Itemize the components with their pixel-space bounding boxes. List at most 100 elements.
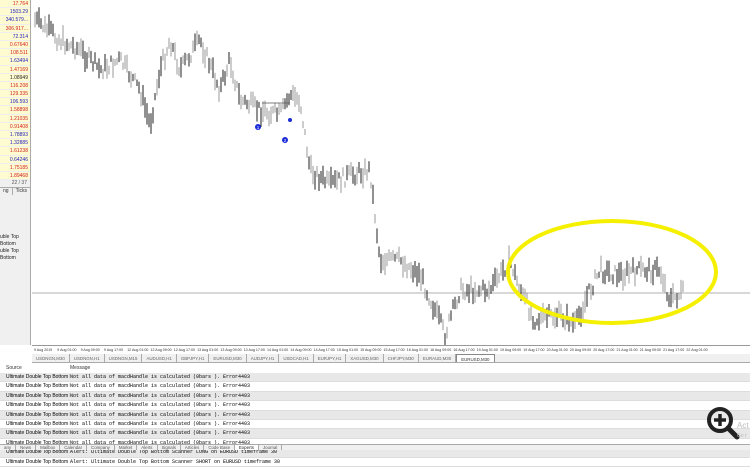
symbol-row[interactable]: 1.61238: [0, 147, 30, 156]
terminal-tabs: any News Mailbox Calendar Company Market Alert…: [0, 444, 750, 450]
pager[interactable]: 22 / 37: [11, 180, 27, 187]
symbol-row[interactable]: 0.67640: [0, 40, 30, 50]
terminal-tab[interactable]: Journal: [259, 445, 283, 450]
terminal-tab[interactable]: any: [0, 445, 17, 450]
symbol-row[interactable]: 1.89468: [0, 171, 30, 181]
terminal-tab[interactable]: Signals: [158, 445, 181, 450]
time-label: 19 Aug 17:00: [523, 348, 545, 352]
chart-tabs: USDNGN,M30 USDNGN,H1 USDNGN,M15 AUDUSD,H1 GB…: [32, 354, 750, 363]
log-message: Not all data of macdHandle is calculated…: [70, 383, 251, 390]
navigator-item[interactable]: uble Top Bottom: [0, 234, 19, 247]
chart-tab[interactable]: USDNGN,M15: [105, 354, 143, 362]
symbol-row[interactable]: 306.917...: [0, 24, 30, 33]
experts-log: Source Message Ultimate Double Top Botto…: [0, 364, 750, 467]
symbol-row[interactable]: 0.91408: [0, 122, 30, 131]
zoom-in-icon[interactable]: [706, 406, 740, 440]
pattern-marker: [255, 124, 261, 130]
price-chart[interactable]: 12: [32, 0, 750, 345]
terminal-tab[interactable]: Alerts: [137, 445, 158, 450]
time-label: 13 Aug 17:00: [243, 348, 265, 352]
chart-tab[interactable]: AUDUSD,H1: [142, 354, 177, 362]
chart-tab[interactable]: EURAUD,M30: [419, 354, 457, 362]
log-message: Alert: Ultimate Double Top Bottom Scanne…: [70, 458, 281, 465]
chart-tab[interactable]: AUDJPY,H1: [247, 354, 280, 362]
log-message: Not all data of macdHandle is calculated…: [70, 411, 251, 418]
log-row[interactable]: Ultimate Double Top Bottom R...Not all d…: [0, 420, 750, 430]
time-label: 12 Aug 09:00: [150, 348, 172, 352]
time-axis: 9 Aug 2019 9 Aug 01:00 9 Aug 09:00 9 Aug 17…: [32, 345, 750, 354]
time-label: 14 Aug 01:00: [267, 348, 289, 352]
symbol-row[interactable]: 108.511: [0, 49, 30, 58]
time-label: 20 Aug 09:00: [569, 348, 592, 352]
symbol-row[interactable]: 72.314: [0, 32, 30, 41]
pattern-marker: [288, 118, 292, 122]
log-row[interactable]: Ultimate Double Top Bottom R...Not all d…: [0, 401, 750, 411]
symbol-row[interactable]: 0.64246: [0, 155, 30, 164]
time-label: 15 Aug 17:00: [383, 348, 405, 352]
chart-tab[interactable]: USDCAD,H1: [279, 354, 314, 362]
terminal-tab[interactable]: Code Base: [204, 445, 236, 450]
chart-tab[interactable]: XAGUSD,M30: [346, 354, 384, 362]
time-label: 21 Aug 09:00: [639, 348, 661, 352]
log-header: Source Message: [0, 364, 750, 373]
symbol-row[interactable]: 1.32885: [0, 139, 30, 148]
log-message: Not all data of macdHandle is calculated…: [70, 420, 251, 427]
chart-tab[interactable]: USDNGN,H1: [70, 354, 105, 362]
log-message: Not all data of macdHandle is calculated…: [70, 402, 251, 409]
col-message[interactable]: Message: [70, 365, 91, 371]
symbol-row[interactable]: 129.335: [0, 90, 30, 99]
log-row[interactable]: Ultimate Double Top Bottom R...Not all d…: [0, 429, 750, 439]
symbol-row[interactable]: 1503.29: [0, 8, 30, 17]
terminal-tab[interactable]: Articles: [181, 445, 205, 450]
symbol-row[interactable]: 1.21035: [0, 114, 30, 123]
chart-tab[interactable]: EURJPY,H1: [314, 354, 347, 362]
chart-tab[interactable]: EURUSD,M30: [456, 354, 495, 362]
chart-tab[interactable]: CHFJPY,M30: [384, 354, 419, 362]
log-source: Ultimate Double Top Bottom R...: [6, 420, 70, 427]
activation-watermark: Act Go t: [737, 421, 749, 439]
time-label: 16 Aug 01:00: [406, 348, 428, 352]
time-label: 12 Aug 17:00: [173, 348, 195, 352]
log-row[interactable]: Ultimate Double Top Bottom R...Not all d…: [0, 410, 750, 420]
time-label: 12 Aug 01:00: [127, 348, 149, 352]
terminal-tab[interactable]: Company: [87, 445, 115, 450]
log-source: Ultimate Double Top Bottom S...: [6, 458, 70, 465]
log-row[interactable]: Ultimate Double Top Bottom R...Not all d…: [0, 391, 750, 402]
tab-symbols[interactable]: ng: [0, 188, 13, 196]
terminal-tab[interactable]: Mailbox: [36, 445, 61, 450]
symbol-row[interactable]: 17.764: [0, 0, 30, 9]
symbol-row[interactable]: 1.78893: [0, 131, 30, 140]
tab-ticks[interactable]: Ticks: [13, 188, 32, 196]
log-row[interactable]: Ultimate Double Top Bottom S... Alert: Ul…: [0, 458, 750, 467]
symbol-row[interactable]: 106.593: [0, 98, 30, 107]
symbol-row[interactable]: 1.58898: [0, 106, 30, 115]
chart-tab[interactable]: GBPJPY,H1: [177, 354, 210, 362]
time-label: 19 Aug 09:00: [500, 348, 522, 352]
symbol-row[interactable]: 1.47169: [0, 65, 30, 74]
log-source: Ultimate Double Top Bottom R...: [6, 374, 70, 380]
time-label: 16 Aug 09:00: [430, 348, 452, 352]
log-source: Ultimate Double Top Bottom R...: [6, 430, 70, 437]
time-label: 21 Aug 17:00: [663, 348, 685, 352]
symbol-row[interactable]: 340.579...: [0, 16, 30, 25]
time-label: 20 Aug 17:00: [593, 348, 615, 352]
symbol-row[interactable]: 1.75185: [0, 163, 30, 172]
terminal-tab[interactable]: News: [16, 445, 37, 450]
terminal-tab[interactable]: Calendar: [60, 445, 88, 450]
symbol-row[interactable]: 1.08949: [0, 73, 30, 82]
log-row[interactable]: Ultimate Double Top Bottom R...Not all d…: [0, 373, 750, 383]
chart-tab[interactable]: EURUSD,M30: [209, 354, 247, 362]
terminal-tab[interactable]: Market: [115, 445, 138, 450]
col-source[interactable]: Source: [6, 365, 22, 371]
symbol-row[interactable]: 116.208: [0, 81, 30, 91]
time-label: 22 Aug 01:00: [686, 348, 708, 352]
symbol-row[interactable]: 1.63494: [0, 57, 30, 66]
log-row[interactable]: Ultimate Double Top Bottom R...Not all d…: [0, 382, 750, 392]
time-label: 9 Aug 01:00: [57, 348, 77, 352]
time-label: 15 Aug 09:00: [360, 348, 382, 352]
navigator-item[interactable]: uble Top Bottom: [0, 248, 19, 261]
chart-tab[interactable]: USDNGN,M30: [32, 354, 70, 362]
terminal-tab[interactable]: Experts: [235, 445, 259, 450]
highlight-ellipse: [506, 219, 718, 325]
time-label: 9 Aug 09:00: [80, 348, 100, 352]
